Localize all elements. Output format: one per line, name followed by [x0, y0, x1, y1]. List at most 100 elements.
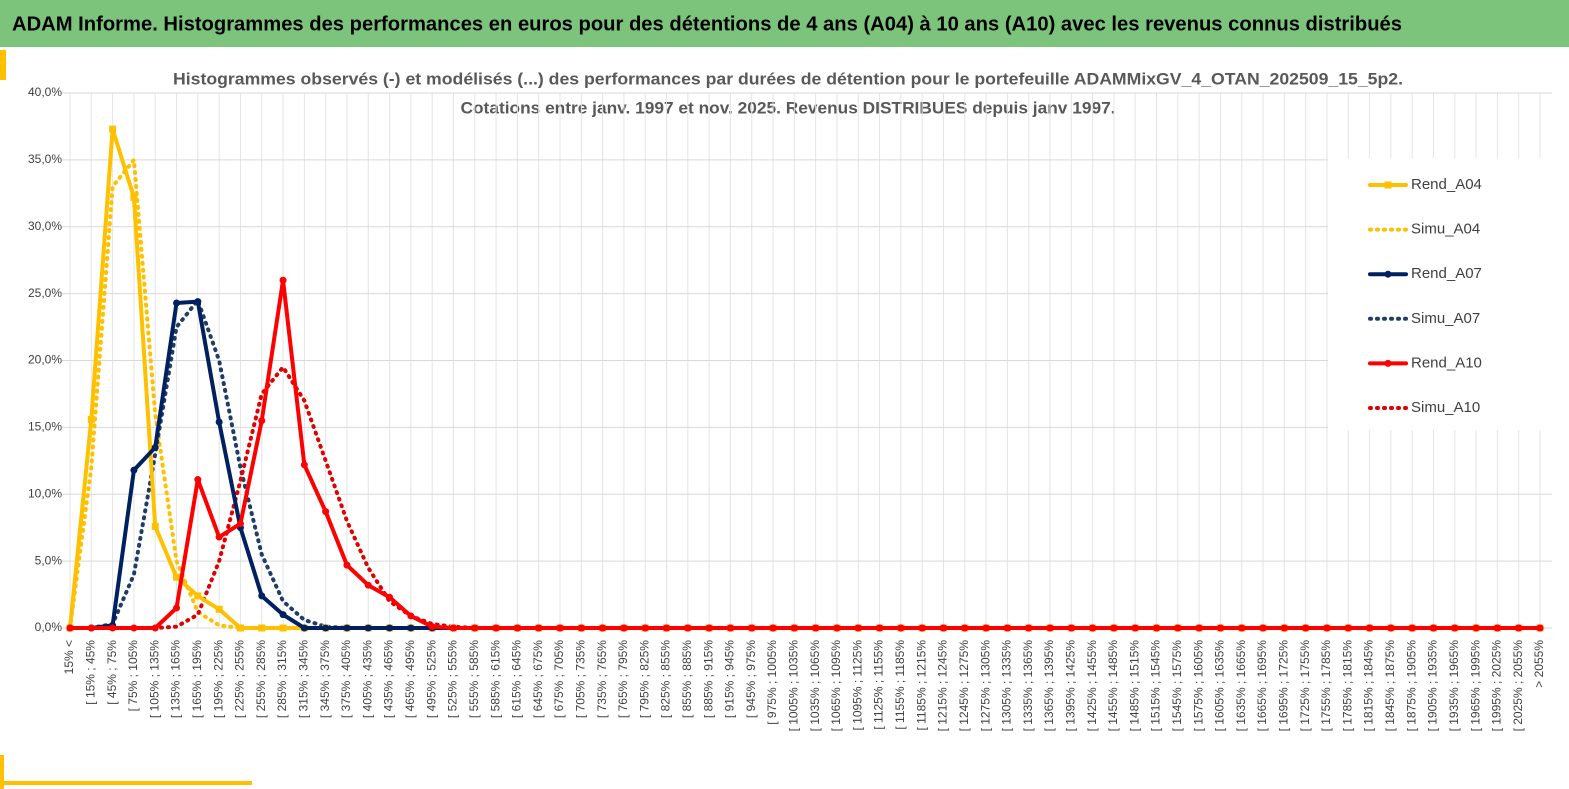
decor [0, 755, 4, 789]
x-tick-label: [ 1725% ; 1755% [1298, 640, 1312, 732]
x-tick-label: [ 735% ; 765% [595, 640, 609, 718]
marker [1472, 624, 1480, 632]
marker [322, 624, 330, 632]
legend-label: Rend_A07 [1411, 265, 1482, 282]
x-tick-label: [ 1815% ; 1845% [1362, 640, 1376, 732]
marker [556, 624, 564, 632]
marker [1493, 624, 1501, 632]
marker [1536, 624, 1544, 632]
x-tick-label: [ 1665% ; 1695% [1255, 640, 1269, 732]
marker [66, 624, 74, 632]
marker [1110, 624, 1118, 632]
x-tick-label: [ 555% ; 585% [467, 640, 481, 718]
marker [982, 624, 990, 632]
marker [87, 415, 95, 423]
marker [151, 522, 159, 530]
legend: Rend_A04 Simu_A04 Rend_A07 Simu_A07 Rend_A10… [1328, 158, 1560, 430]
marker [194, 476, 202, 484]
x-tick-label: [ 165% ; 195% [190, 640, 204, 718]
legend-label: Rend_A10 [1411, 354, 1482, 371]
legend-marker [1384, 359, 1392, 367]
x-tick-label: [ 225% ; 255% [233, 640, 247, 718]
x-tick-label: [ 2025% ; 2055% [1511, 640, 1525, 732]
x-tick-label: [ 45% ; 75% [105, 640, 119, 705]
x-tick-label: [ 1695% ; 1725% [1277, 640, 1291, 732]
marker [151, 624, 159, 632]
x-tick-label: [ 1545% ; 1575% [1170, 640, 1184, 732]
x-tick-label: [ 15% ; 45% [83, 640, 97, 705]
marker [215, 418, 223, 426]
marker [194, 298, 202, 306]
series-line [68, 365, 1542, 630]
x-tick-label: [ 1245% ; 1275% [957, 640, 971, 732]
x-tick-label: [ 195% ; 225% [211, 640, 225, 718]
x-tick-label: [ 525% ; 555% [446, 640, 460, 718]
x-tick-label: [ 885% ; 915% [701, 640, 715, 718]
x-tick-label: [ 435% ; 465% [382, 640, 396, 718]
marker [833, 624, 841, 632]
marker [386, 593, 394, 601]
series-line [68, 278, 1542, 630]
marker [1302, 624, 1310, 632]
x-tick-label: [ 1515% ; 1545% [1149, 640, 1163, 732]
chart-title: Histogrammes observés (-) et modélisés (… [173, 69, 1403, 88]
marker [258, 592, 266, 600]
legend-label: Simu_A10 [1411, 399, 1480, 416]
x-tick-label: [ 1425% ; 1455% [1085, 640, 1099, 732]
marker [663, 624, 671, 632]
marker [1344, 624, 1352, 632]
marker [300, 624, 308, 632]
marker [854, 624, 862, 632]
x-tick-label: [ 645% ; 675% [531, 640, 545, 718]
marker [812, 624, 820, 632]
x-tick-label: [ 105% ; 135% [147, 640, 161, 718]
marker [130, 466, 138, 474]
marker [535, 624, 543, 632]
marker [705, 624, 713, 632]
chart-subtitle: Cotations entre janv. 1997 et nov. 2025.… [461, 98, 1116, 117]
y-tick-label: 0,0% [35, 620, 63, 634]
marker [428, 623, 436, 631]
x-tick-label: [ 1125% ; 1155% [872, 640, 886, 730]
marker [109, 125, 117, 133]
marker [109, 624, 117, 632]
marker [1195, 624, 1203, 632]
marker [173, 573, 181, 581]
x-tick-label: [ 975% ; 1005% [765, 640, 779, 725]
y-tick-label: 20,0% [28, 353, 62, 367]
marker [215, 533, 223, 541]
x-tick-label: [ 1755% ; 1785% [1319, 640, 1333, 732]
marker [322, 508, 330, 516]
marker [684, 624, 692, 632]
x-tick-label: [ 585% ; 615% [488, 640, 502, 718]
x-tick-label: [ 675% ; 705% [552, 640, 566, 718]
marker [151, 443, 159, 451]
marker [1366, 624, 1374, 632]
marker [449, 624, 457, 632]
marker [258, 624, 266, 632]
marker [364, 581, 372, 589]
marker [343, 561, 351, 569]
x-tick-label: [ 1845% ; 1875% [1383, 640, 1397, 732]
header-title: ADAM Informe. Histogrammes des performan… [12, 13, 1402, 35]
marker [258, 417, 266, 425]
marker [130, 193, 138, 201]
x-tick-label: [ 1935% ; 1965% [1447, 640, 1461, 732]
marker [1451, 624, 1459, 632]
x-tick-label: [ 1635% ; 1665% [1234, 640, 1248, 732]
marker [343, 624, 351, 632]
marker [726, 624, 734, 632]
x-tick-label: [ 795% ; 825% [637, 640, 651, 718]
x-tick-label: [ 1395% ; 1425% [1063, 640, 1077, 732]
marker [236, 520, 244, 528]
x-tick-label: [ 255% ; 285% [254, 640, 268, 718]
x-tick-label: [ 1215% ; 1245% [936, 640, 950, 732]
marker [1131, 624, 1139, 632]
marker [961, 624, 969, 632]
marker [1174, 624, 1182, 632]
legend-box [1328, 158, 1560, 430]
x-tick-label: 15% < [62, 640, 76, 674]
marker [876, 624, 884, 632]
marker [236, 624, 244, 632]
marker [215, 605, 223, 613]
